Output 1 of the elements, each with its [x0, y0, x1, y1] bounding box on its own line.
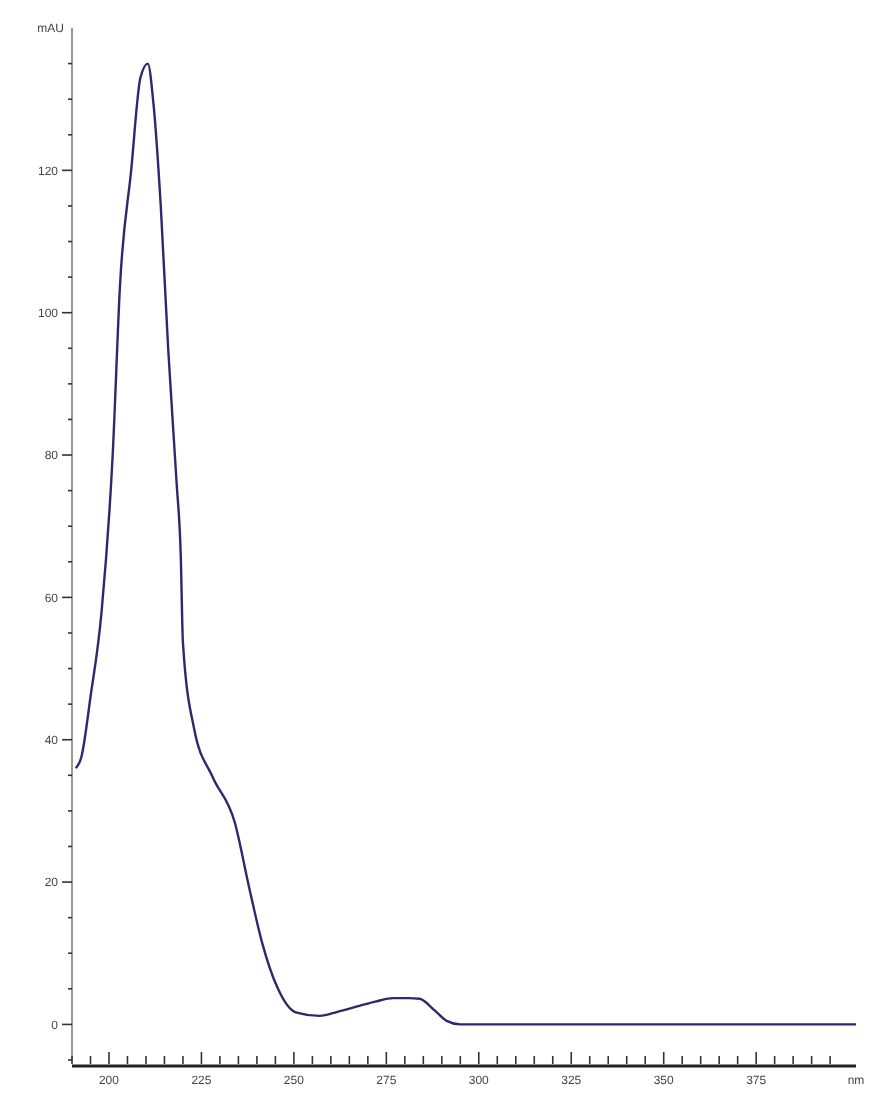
- line-series: [74, 62, 858, 1026]
